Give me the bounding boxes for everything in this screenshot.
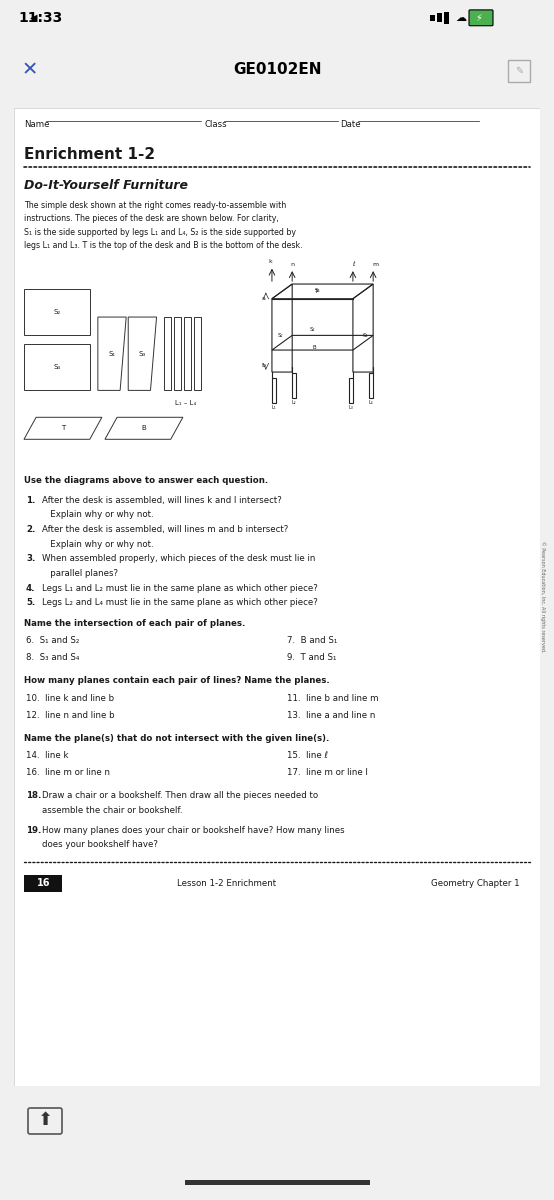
Text: 16: 16: [37, 878, 50, 888]
Text: Name the intersection of each pair of planes.: Name the intersection of each pair of pl…: [24, 619, 245, 628]
Text: S₄: S₄: [315, 288, 320, 293]
Text: b: b: [262, 364, 266, 368]
Bar: [163, 317, 171, 390]
Text: m: m: [372, 262, 378, 266]
Text: B: B: [141, 425, 146, 431]
Text: When assembled properly, which pieces of the desk must lie in: When assembled properly, which pieces of…: [42, 554, 316, 563]
Text: Explain why or why not.: Explain why or why not.: [42, 510, 154, 520]
Text: ✎: ✎: [515, 66, 523, 76]
Text: assemble the chair or bookshelf.: assemble the chair or bookshelf.: [42, 806, 183, 815]
Text: S₁: S₁: [362, 332, 368, 338]
Text: ⚡: ⚡: [475, 13, 483, 23]
Text: 19.: 19.: [26, 826, 42, 835]
FancyBboxPatch shape: [469, 10, 493, 25]
Bar: [194, 317, 201, 390]
Text: 1.: 1.: [26, 496, 35, 504]
Text: Legs L₁ and L₂ must lie in the same plane as which other piece?: Legs L₁ and L₂ must lie in the same plan…: [42, 583, 318, 593]
Text: ⬆: ⬆: [38, 1111, 53, 1129]
Text: Explain why or why not.: Explain why or why not.: [42, 540, 154, 548]
Text: Do-It-Yourself Furniture: Do-It-Yourself Furniture: [24, 179, 188, 192]
Text: 13.  line a and line n: 13. line a and line n: [287, 710, 376, 720]
Bar: [437, 13, 442, 22]
Text: L₄: L₄: [369, 400, 373, 406]
Text: 12.  line n and line b: 12. line n and line b: [26, 710, 115, 720]
Bar: [184, 317, 191, 390]
Text: ☁: ☁: [455, 13, 466, 23]
Text: Lesson 1-2 Enrichment: Lesson 1-2 Enrichment: [177, 878, 276, 888]
Text: Use the diagrams above to answer each question.: Use the diagrams above to answer each qu…: [24, 476, 268, 485]
Text: GE0102EN: GE0102EN: [233, 62, 321, 77]
Text: 15.  line ℓ: 15. line ℓ: [287, 751, 329, 760]
Text: parallel planes?: parallel planes?: [42, 569, 118, 578]
Text: 3.: 3.: [26, 554, 35, 563]
Text: 17.  line m or line l: 17. line m or line l: [287, 768, 368, 778]
Text: Name the plane(s) that do not intersect with the given line(s).: Name the plane(s) that do not intersect …: [24, 734, 329, 743]
Text: Enrichment 1-2: Enrichment 1-2: [24, 148, 155, 162]
Text: B: B: [312, 346, 316, 350]
Text: S₁: S₁: [109, 350, 116, 356]
Text: a: a: [262, 296, 266, 301]
Text: S₄: S₄: [53, 364, 60, 370]
Text: 11:33: 11:33: [18, 11, 62, 25]
Text: 7.  B and S₁: 7. B and S₁: [287, 636, 337, 646]
Bar: [272, 378, 276, 403]
Bar: [292, 373, 296, 397]
Bar: [444, 12, 449, 24]
Text: T: T: [314, 289, 317, 294]
Text: 6.  S₁ and S₂: 6. S₁ and S₂: [26, 636, 79, 646]
Text: Geometry Chapter 1: Geometry Chapter 1: [431, 878, 520, 888]
Text: 11.  line b and line m: 11. line b and line m: [287, 694, 378, 702]
Text: 5.: 5.: [26, 599, 35, 607]
Text: n: n: [290, 262, 294, 266]
Text: 8.  S₃ and S₄: 8. S₃ and S₄: [26, 653, 79, 662]
Text: Draw a chair or a bookshelf. Then draw all the pieces needed to: Draw a chair or a bookshelf. Then draw a…: [42, 791, 319, 800]
Text: L₂: L₂: [292, 400, 296, 406]
Text: © Pearson Education, Inc. All rights reserved.: © Pearson Education, Inc. All rights res…: [540, 541, 546, 653]
Text: 9.  T and S₁: 9. T and S₁: [287, 653, 337, 662]
Text: 4.: 4.: [26, 583, 35, 593]
Text: After the desk is assembled, will lines m and b intersect?: After the desk is assembled, will lines …: [42, 524, 289, 534]
Text: Class: Class: [204, 120, 227, 130]
Bar: [174, 317, 181, 390]
Text: L₃: L₃: [348, 406, 353, 410]
Bar: [369, 373, 373, 397]
Text: Date: Date: [340, 120, 360, 130]
Text: 14.  line k: 14. line k: [26, 751, 69, 760]
Text: ◀: ◀: [30, 13, 38, 23]
Text: How many planes does your chair or bookshelf have? How many lines: How many planes does your chair or books…: [42, 826, 345, 835]
Text: 10.  line k and line b: 10. line k and line b: [26, 694, 114, 702]
Text: T: T: [61, 425, 65, 431]
Text: 18.: 18.: [26, 791, 42, 800]
Bar: [24, 289, 90, 335]
Text: The simple desk shown at the right comes ready-to-assemble with: The simple desk shown at the right comes…: [24, 200, 286, 210]
Text: 2.: 2.: [26, 524, 35, 534]
Text: instructions. The pieces of the desk are shown below. For clarity,: instructions. The pieces of the desk are…: [24, 215, 279, 223]
Text: S₃: S₃: [139, 350, 146, 356]
Bar: [24, 875, 63, 892]
Text: Legs L₂ and L₄ must lie in the same plane as which other piece?: Legs L₂ and L₄ must lie in the same plan…: [42, 599, 318, 607]
Text: After the desk is assembled, will lines k and l intersect?: After the desk is assembled, will lines …: [42, 496, 282, 504]
Text: S₂: S₂: [277, 332, 283, 338]
Bar: [430, 14, 435, 20]
Text: ✕: ✕: [22, 60, 38, 79]
Text: Name: Name: [24, 120, 49, 130]
Bar: [185, 1180, 370, 1186]
Bar: [349, 378, 353, 403]
Text: legs L₁ and L₃. T is the top of the desk and B is the bottom of the desk.: legs L₁ and L₃. T is the top of the desk…: [24, 241, 302, 251]
Text: 16.  line m or line n: 16. line m or line n: [26, 768, 110, 778]
Text: S₁ is the side supported by legs L₁ and L₄, S₂ is the side supported by: S₁ is the side supported by legs L₁ and …: [24, 228, 296, 236]
Text: S₂: S₂: [310, 326, 315, 331]
Text: L₁ – L₄: L₁ – L₄: [175, 400, 197, 406]
Text: L₁: L₁: [271, 406, 276, 410]
Text: does your bookshelf have?: does your bookshelf have?: [42, 840, 158, 850]
Text: How many planes contain each pair of lines? Name the planes.: How many planes contain each pair of lin…: [24, 677, 330, 685]
Text: S₂: S₂: [53, 310, 60, 316]
Text: k: k: [268, 259, 272, 264]
Bar: [24, 344, 90, 390]
Text: ℓ: ℓ: [352, 262, 354, 266]
